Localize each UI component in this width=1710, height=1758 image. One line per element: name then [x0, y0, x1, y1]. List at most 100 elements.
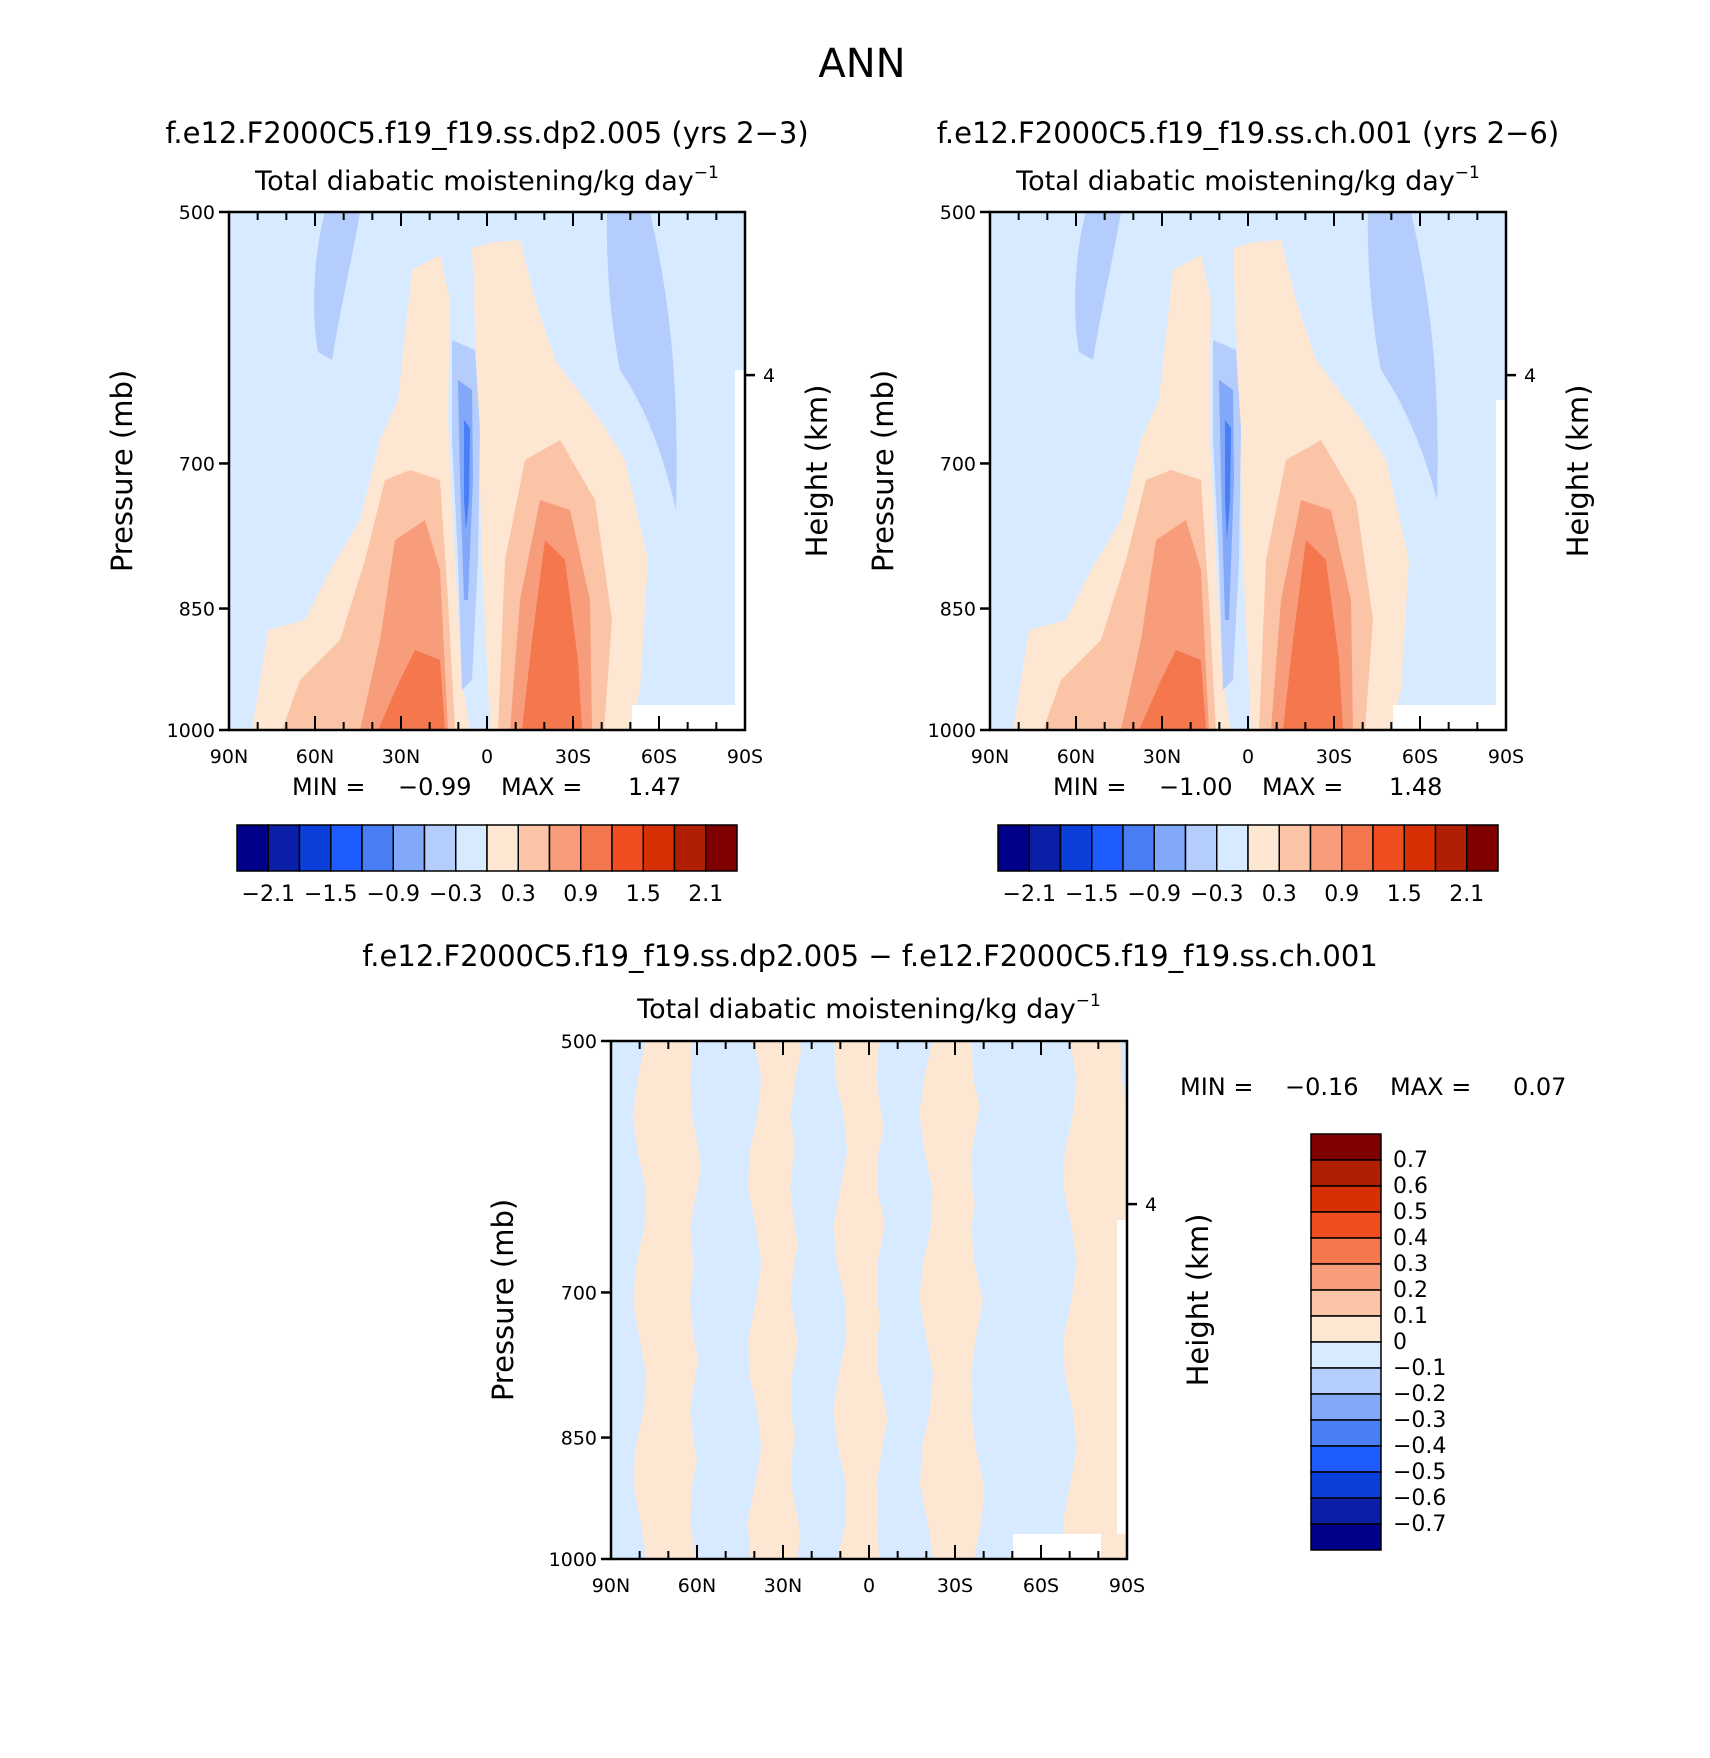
panel-1-axes: 500 700 850 1000 4 90N 60N 30N 0 30S 60S 90S — [167, 202, 775, 768]
x-tick-label: 0 — [863, 1575, 875, 1597]
colorbar-label: −0.1 — [1393, 1356, 1446, 1381]
y-tick-label: 1000 — [167, 720, 215, 742]
diff-band-neg — [790, 1041, 848, 1559]
colorbar-swatch — [1310, 1237, 1382, 1265]
x-tick-label: 30S — [555, 746, 591, 768]
y-tick-label: 850 — [179, 599, 215, 621]
colorbar-label: 0.3 — [1393, 1252, 1428, 1277]
panel-3-case-title: f.e12.F2000C5.f19_f19.ss.dp2.005 − f.e12… — [362, 939, 1378, 973]
panel-1-min-label: MIN = — [292, 773, 365, 801]
colorbar-swatch — [1310, 1471, 1382, 1499]
x-tick-label: 0 — [481, 746, 493, 768]
colorbar-label: 2.1 — [688, 882, 723, 907]
y-tick-label: 850 — [940, 599, 976, 621]
x-tick-label: 30S — [937, 1575, 973, 1597]
panel-1-contours — [229, 212, 745, 730]
panel-2-var-title: Total diabatic moistening/kg day−1 — [1015, 163, 1480, 197]
colorbar-label: 0.7 — [1393, 1148, 1428, 1173]
panel-3-colorbar: 0.70.60.50.40.30.20.10−0.1−0.2−0.3−0.4−0… — [1310, 1133, 1446, 1551]
panel-1-ylabel-right: Height (km) — [800, 385, 834, 558]
colorbar-swatch — [1466, 824, 1499, 872]
colorbar-label: −0.9 — [367, 882, 420, 907]
colorbar-swatch — [1310, 1523, 1382, 1551]
diff-band-neg — [970, 1041, 1077, 1559]
colorbar-label: 0.5 — [1393, 1200, 1428, 1225]
x-tick-label: 60N — [678, 1575, 716, 1597]
colorbar-swatch — [705, 824, 738, 872]
colorbar-swatch — [1309, 824, 1343, 872]
colorbar-swatch — [1153, 824, 1187, 872]
x-tick-label: 60S — [1402, 746, 1438, 768]
panel-3-min-label: MIN = — [1180, 1073, 1253, 1101]
y-tick-label: 850 — [561, 1428, 597, 1450]
colorbar-label: 2.1 — [1449, 882, 1484, 907]
x-tick-label: 60N — [296, 746, 334, 768]
diff-band-neg — [876, 1041, 934, 1559]
x-tick-label: 90S — [1488, 746, 1524, 768]
y-tick-label: 500 — [179, 202, 215, 224]
colorbar-swatch — [486, 824, 519, 872]
x-tick-label: 90N — [592, 1575, 630, 1597]
x-tick-label: 60N — [1057, 746, 1095, 768]
colorbar-swatch — [1310, 1445, 1382, 1473]
x-tick-label: 60S — [641, 746, 677, 768]
colorbar-label: −2.1 — [1003, 882, 1056, 907]
colorbar-swatch — [1341, 824, 1374, 872]
height-tick-label: 4 — [1524, 365, 1536, 387]
colorbar-label: −1.5 — [304, 882, 357, 907]
colorbar-label: −0.9 — [1128, 882, 1181, 907]
colorbar-swatch — [642, 824, 676, 872]
panel-3-var-title: Total diabatic moistening/kg day−1 — [636, 991, 1101, 1025]
colorbar-swatch — [673, 824, 707, 872]
colorbar-swatch — [1216, 824, 1249, 872]
colorbar-swatch — [267, 824, 301, 872]
diff-band-neg — [611, 1041, 639, 1559]
panel-3-max-label: MAX = — [1390, 1073, 1471, 1101]
colorbar-swatch — [1310, 1185, 1382, 1213]
colorbar-label: 1.5 — [626, 882, 661, 907]
height-tick-label: 4 — [763, 365, 775, 387]
panel-2-pos-sh-l4 — [1283, 540, 1343, 730]
colorbar-label: 0.9 — [563, 882, 598, 907]
panel-2-neg-tongue-peak — [1225, 420, 1231, 540]
colorbar-swatch — [548, 824, 582, 872]
panel-3-contours — [611, 1041, 1127, 1559]
colorbar-label: −0.2 — [1393, 1382, 1446, 1407]
panel-3-missing — [1013, 1534, 1101, 1559]
panel-1: f.e12.F2000C5.f19_f19.ss.dp2.005 (yrs 2−… — [105, 116, 834, 907]
diff-band-pos — [1063, 1041, 1127, 1559]
colorbar-swatch — [1122, 824, 1155, 872]
panel-3-axes: 500 700 850 1000 4 90N 60N 30N 0 30S 60S 90S — [549, 1031, 1157, 1597]
colorbar-swatch — [298, 824, 332, 872]
x-tick-label: 30S — [1316, 746, 1352, 768]
panel-2-neg-lobe-nh — [1075, 212, 1121, 360]
colorbar-swatch — [1310, 1133, 1382, 1161]
colorbar-label: 0.6 — [1393, 1174, 1428, 1199]
panel-1-ylabel: Pressure (mb) — [105, 370, 139, 572]
y-tick-label: 500 — [940, 202, 976, 224]
colorbar-swatch — [1310, 1419, 1382, 1447]
panel-2-contours — [990, 212, 1506, 730]
colorbar-label: −0.3 — [429, 882, 482, 907]
colorbar-swatch — [611, 824, 644, 872]
colorbar-swatch — [330, 824, 363, 872]
colorbar-swatch — [423, 824, 457, 872]
panel-1-neg-lobe-sh — [606, 212, 677, 510]
colorbar-swatch — [1372, 824, 1405, 872]
colorbar-swatch — [1310, 1159, 1382, 1187]
x-tick-label: 90S — [727, 746, 763, 768]
colorbar-label: 0.1 — [1393, 1304, 1428, 1329]
colorbar-label: −0.4 — [1393, 1434, 1446, 1459]
panel-2: f.e12.F2000C5.f19_f19.ss.ch.001 (yrs 2−6… — [866, 116, 1595, 907]
colorbar-swatch — [580, 824, 613, 872]
diff-band-pos — [919, 1041, 985, 1559]
colorbar-swatch — [1059, 824, 1093, 872]
colorbar-swatch — [236, 824, 269, 872]
colorbar-label: −2.1 — [242, 882, 295, 907]
panel-2-ylabel: Pressure (mb) — [866, 370, 900, 572]
panel-2-case-title: f.e12.F2000C5.f19_f19.ss.ch.001 (yrs 2−6… — [937, 116, 1559, 150]
y-tick-label: 700 — [561, 1282, 597, 1304]
panel-2-max-label: MAX = — [1262, 773, 1343, 801]
y-tick-label: 500 — [561, 1031, 597, 1053]
